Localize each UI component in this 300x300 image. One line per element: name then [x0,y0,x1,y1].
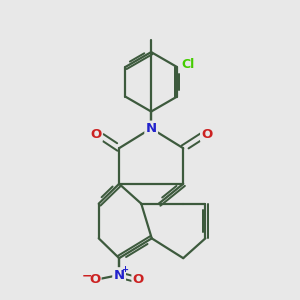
Text: +: + [121,265,128,274]
Text: O: O [89,274,100,286]
Text: N: N [146,122,157,135]
Text: −: − [82,270,92,283]
Text: O: O [201,128,213,141]
Text: O: O [90,128,102,141]
Text: N: N [113,268,125,281]
Text: Cl: Cl [181,58,194,71]
Text: O: O [133,274,144,286]
